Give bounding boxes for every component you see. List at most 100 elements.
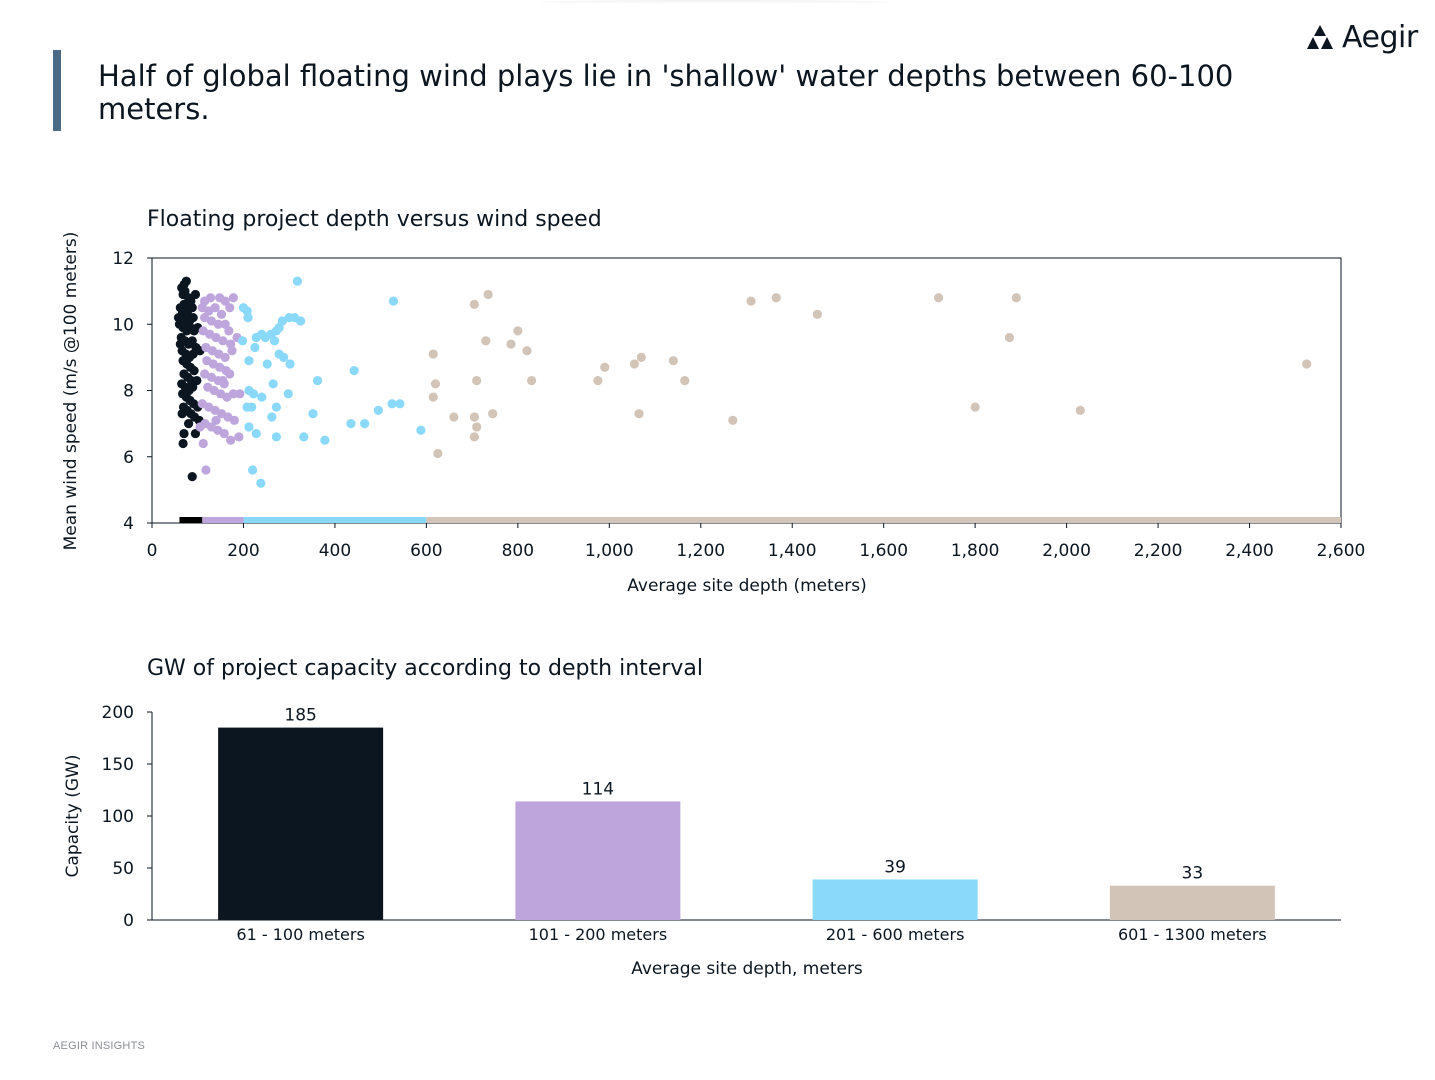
bar-chart: GW of project capacity according to dept… [63,656,1341,979]
scatter-point [243,313,253,323]
scatter-point [430,379,441,389]
scatter-point [970,402,980,412]
scatter-point [220,352,230,362]
scatter-point [228,293,239,303]
scatter-point [247,402,257,412]
scatter-point [526,375,537,386]
scatter-point [192,375,202,386]
scatter-point [271,402,281,412]
scatter-point [428,392,438,402]
scatter-point [680,375,690,386]
scatter-point [251,332,261,343]
scatter-point [634,409,644,419]
scatter-point [244,356,254,366]
y-tick-label: 12 [112,249,134,269]
scatter-point [1302,359,1312,369]
scatter-point [195,422,205,432]
scatter-point [188,382,198,392]
x-tick-label: 800 [502,541,534,561]
x-tick-label: 200 [227,541,259,561]
scatter-point [629,359,640,369]
scatter-point [187,303,197,313]
bar-value-label: 39 [884,857,906,877]
y-tick-label: 100 [102,807,134,827]
scatter-point [251,428,261,439]
scatter-point [228,389,239,399]
bar-title: GW of project capacity according to dept… [147,656,703,681]
scatter-point [234,432,244,442]
scatter-point [283,389,293,399]
scatter-point [216,309,227,319]
scatter-point [296,316,306,326]
top-shadow [540,0,890,4]
bar-value-label: 185 [284,706,316,726]
scatter-point [373,405,383,415]
headline-accent-bar [53,50,61,131]
y-tick-label: 200 [102,703,134,723]
scatter-point [226,435,236,445]
scatter-point [285,359,295,369]
scatter-point [812,309,822,319]
scatter-y-axis-label: Mean wind speed (m/s @100 meters) [61,232,81,551]
depth-band-1 [202,517,244,523]
scatter-point [268,379,278,389]
scatter-point [267,412,277,422]
scatter-point [199,313,210,323]
scatter-point [522,346,532,356]
scatter-point [175,339,185,349]
depth-band-2 [243,517,427,523]
depth-band-3 [426,517,1341,523]
scatter-point [593,375,603,386]
scatter-point [636,352,646,362]
scatter-point [190,428,201,439]
scatter-title: Floating project depth versus wind speed [147,207,602,232]
x-tick-label: 0 [147,541,158,561]
page-headline: Half of global floating wind plays lie i… [98,59,1234,126]
bar [1109,885,1275,920]
scatter-point [488,409,498,419]
scatter-point [262,359,272,369]
scatter-point [206,316,217,326]
scatter-point [933,293,944,303]
scatter-point [189,366,199,376]
logo-text: Aegir [1342,19,1418,55]
bar-value-label: 33 [1182,864,1204,884]
scatter-point [187,472,197,482]
scatter-point [1004,332,1015,343]
y-tick-label: 0 [123,911,134,931]
depth-band-0 [179,517,203,523]
scatter-point [250,342,260,353]
scatter-point [469,299,480,309]
scatter-point [190,289,201,300]
x-tick-label: 2,200 [1134,541,1183,561]
scatter-point [433,448,443,459]
footer-brand: AEGIR INSIGHTS [53,1040,146,1052]
y-tick-label: 150 [102,755,134,775]
scatter-point [220,296,230,306]
scatter-point [728,415,738,425]
scatter-point [183,419,194,429]
scatter-point [224,326,234,336]
scatter-point [346,419,356,429]
scatter-point [205,293,216,303]
scatter-point [416,425,426,435]
scatter-point [600,362,610,372]
scatter-point [308,409,318,419]
scatter-point [449,412,459,422]
scatter-point [198,438,208,449]
scatter-point [211,332,221,343]
bar-value-label: 114 [582,779,614,799]
scatter-point [225,369,235,379]
scatter-point [299,432,309,442]
scatter-point [235,389,245,399]
y-tick-label: 50 [112,859,134,879]
y-tick-label: 10 [112,315,134,335]
scatter-point [179,428,189,439]
scatter-point [257,392,267,402]
scatter-point [388,296,399,306]
scatter-point [248,465,258,475]
scatter-point [320,435,330,445]
scatter-point [188,349,198,359]
scatter-point [1075,405,1085,415]
scatter-point [668,356,678,366]
